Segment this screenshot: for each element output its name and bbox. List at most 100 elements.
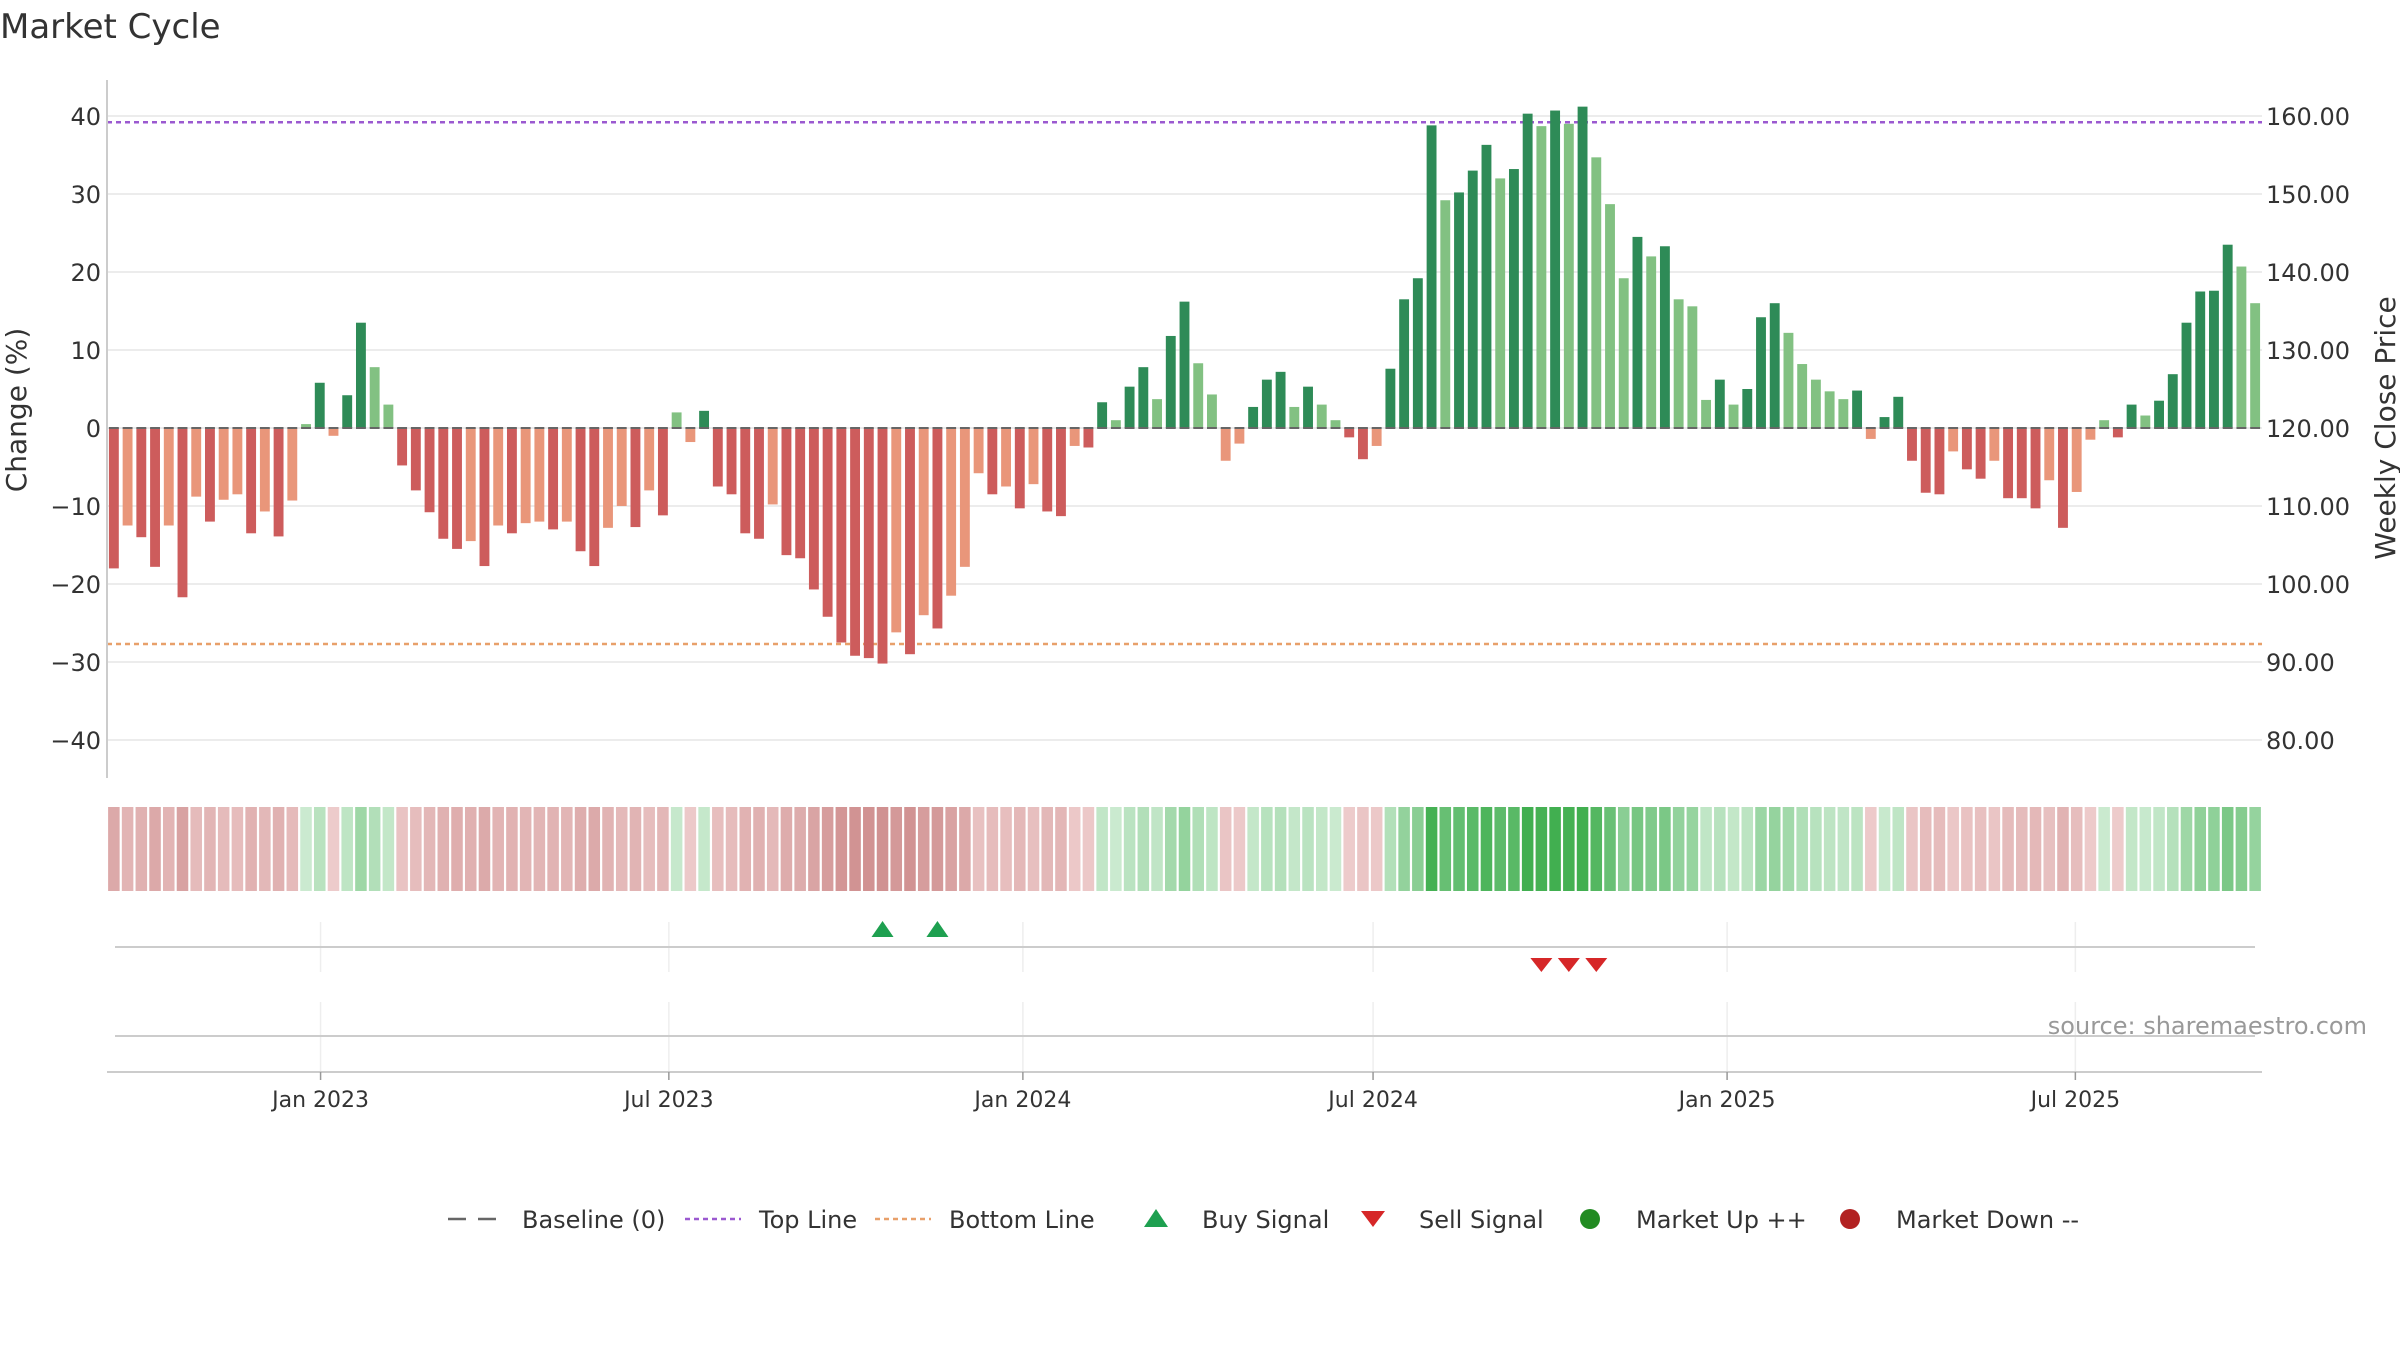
bar — [1563, 123, 1574, 429]
heat-cell — [1316, 807, 1328, 891]
heat-cell — [300, 807, 312, 891]
heat-cell — [396, 807, 408, 891]
bar — [314, 382, 325, 428]
bar — [561, 428, 572, 522]
heat-cell — [821, 807, 834, 891]
heat-cell — [1878, 807, 1891, 891]
heat-cell — [2235, 807, 2248, 891]
bar — [1138, 367, 1149, 428]
bar — [1069, 428, 1080, 446]
heat-cell — [2084, 807, 2097, 891]
bar — [1920, 428, 1931, 493]
heat-cell — [2002, 807, 2014, 891]
heat-cell — [1439, 807, 1452, 891]
heat-cell — [835, 807, 848, 891]
bar — [259, 428, 270, 512]
bar — [1536, 126, 1547, 428]
heat-cell — [2139, 807, 2152, 891]
heat-cell — [1865, 807, 1877, 891]
bar — [122, 428, 133, 526]
heat-cell — [506, 807, 518, 891]
heat-cell — [1027, 807, 1040, 891]
heat-cell — [753, 807, 765, 891]
bar — [767, 428, 778, 505]
legend-item: Sell Signal — [1361, 1206, 1544, 1234]
bar — [1330, 420, 1341, 428]
bar — [836, 428, 847, 643]
bar — [2099, 420, 2110, 428]
x-axis: Jan 2023 Jul 2023 Jan 2024 Jul 2024 Jan 2025… — [107, 1071, 2262, 1113]
bar — [891, 428, 902, 633]
bar — [493, 428, 504, 526]
heat-cell — [904, 807, 916, 891]
bar — [1522, 113, 1533, 428]
bar — [1261, 379, 1272, 428]
bar — [1659, 246, 1670, 428]
bar — [1783, 332, 1794, 428]
reference-lines — [107, 120, 2262, 646]
heat-cell — [1110, 807, 1122, 891]
bar — [1303, 386, 1313, 428]
heat-cell — [1919, 807, 1932, 891]
bar — [808, 428, 819, 590]
legend-market-up-icon — [1580, 1209, 1600, 1229]
heat-cell — [2208, 807, 2220, 891]
bar — [2209, 290, 2219, 428]
heat-cell — [1370, 807, 1383, 891]
bar — [150, 428, 160, 567]
heat-cell — [437, 807, 450, 891]
heat-cell — [2098, 807, 2110, 891]
legend-label: Top Line — [758, 1206, 857, 1234]
heat-cell — [423, 807, 436, 891]
bar — [795, 428, 806, 559]
bar — [2236, 266, 2247, 428]
heat-cell — [1466, 807, 1479, 891]
bar — [918, 428, 929, 616]
bar — [987, 428, 998, 495]
legend-label: Market Down -- — [1896, 1206, 2079, 1234]
source-note: source: sharemaestro.com — [2048, 1012, 2367, 1040]
bar — [1495, 178, 1506, 428]
legend-item: Top Line — [685, 1206, 857, 1234]
bar — [1824, 391, 1835, 428]
heat-cell — [2180, 807, 2193, 891]
bar — [740, 428, 751, 534]
chart-title: Market Cycle — [0, 7, 221, 47]
bar — [959, 428, 970, 567]
heat-cell — [464, 807, 477, 891]
legend-label: Bottom Line — [949, 1206, 1095, 1234]
buy-signal-marker — [871, 921, 894, 937]
heat-cell — [945, 807, 957, 891]
bar — [2071, 428, 2082, 492]
bar — [301, 424, 311, 428]
heat-cell — [1137, 807, 1150, 891]
bar — [1508, 169, 1519, 429]
bar — [1028, 428, 1039, 485]
heat-cell — [959, 807, 971, 891]
bar — [1838, 399, 1849, 428]
heat-cell — [1494, 807, 1506, 891]
bar — [1097, 402, 1108, 428]
heat-cell — [1837, 807, 1850, 891]
heat-cell — [1055, 807, 1067, 891]
bar — [2154, 400, 2164, 428]
bar — [1179, 301, 1190, 428]
y-tick-label: 0 — [86, 415, 101, 443]
heat-cell — [1192, 807, 1204, 891]
heat-cell — [615, 807, 628, 891]
y2-tick-label: 100.00 — [2266, 571, 2350, 599]
legend-label: Baseline (0) — [522, 1206, 665, 1234]
bar — [1605, 204, 1615, 428]
heat-cell — [341, 807, 353, 891]
heat-cell — [1219, 807, 1232, 891]
bar — [1989, 428, 2000, 461]
heat-cell — [410, 807, 422, 891]
x-tick-label: Jan 2023 — [270, 1088, 369, 1113]
bar — [657, 428, 668, 516]
bar — [369, 367, 380, 428]
heat-cell — [1810, 807, 1822, 891]
bar — [1646, 256, 1657, 428]
bar — [699, 410, 710, 428]
y-tick-label: 40 — [70, 103, 101, 131]
